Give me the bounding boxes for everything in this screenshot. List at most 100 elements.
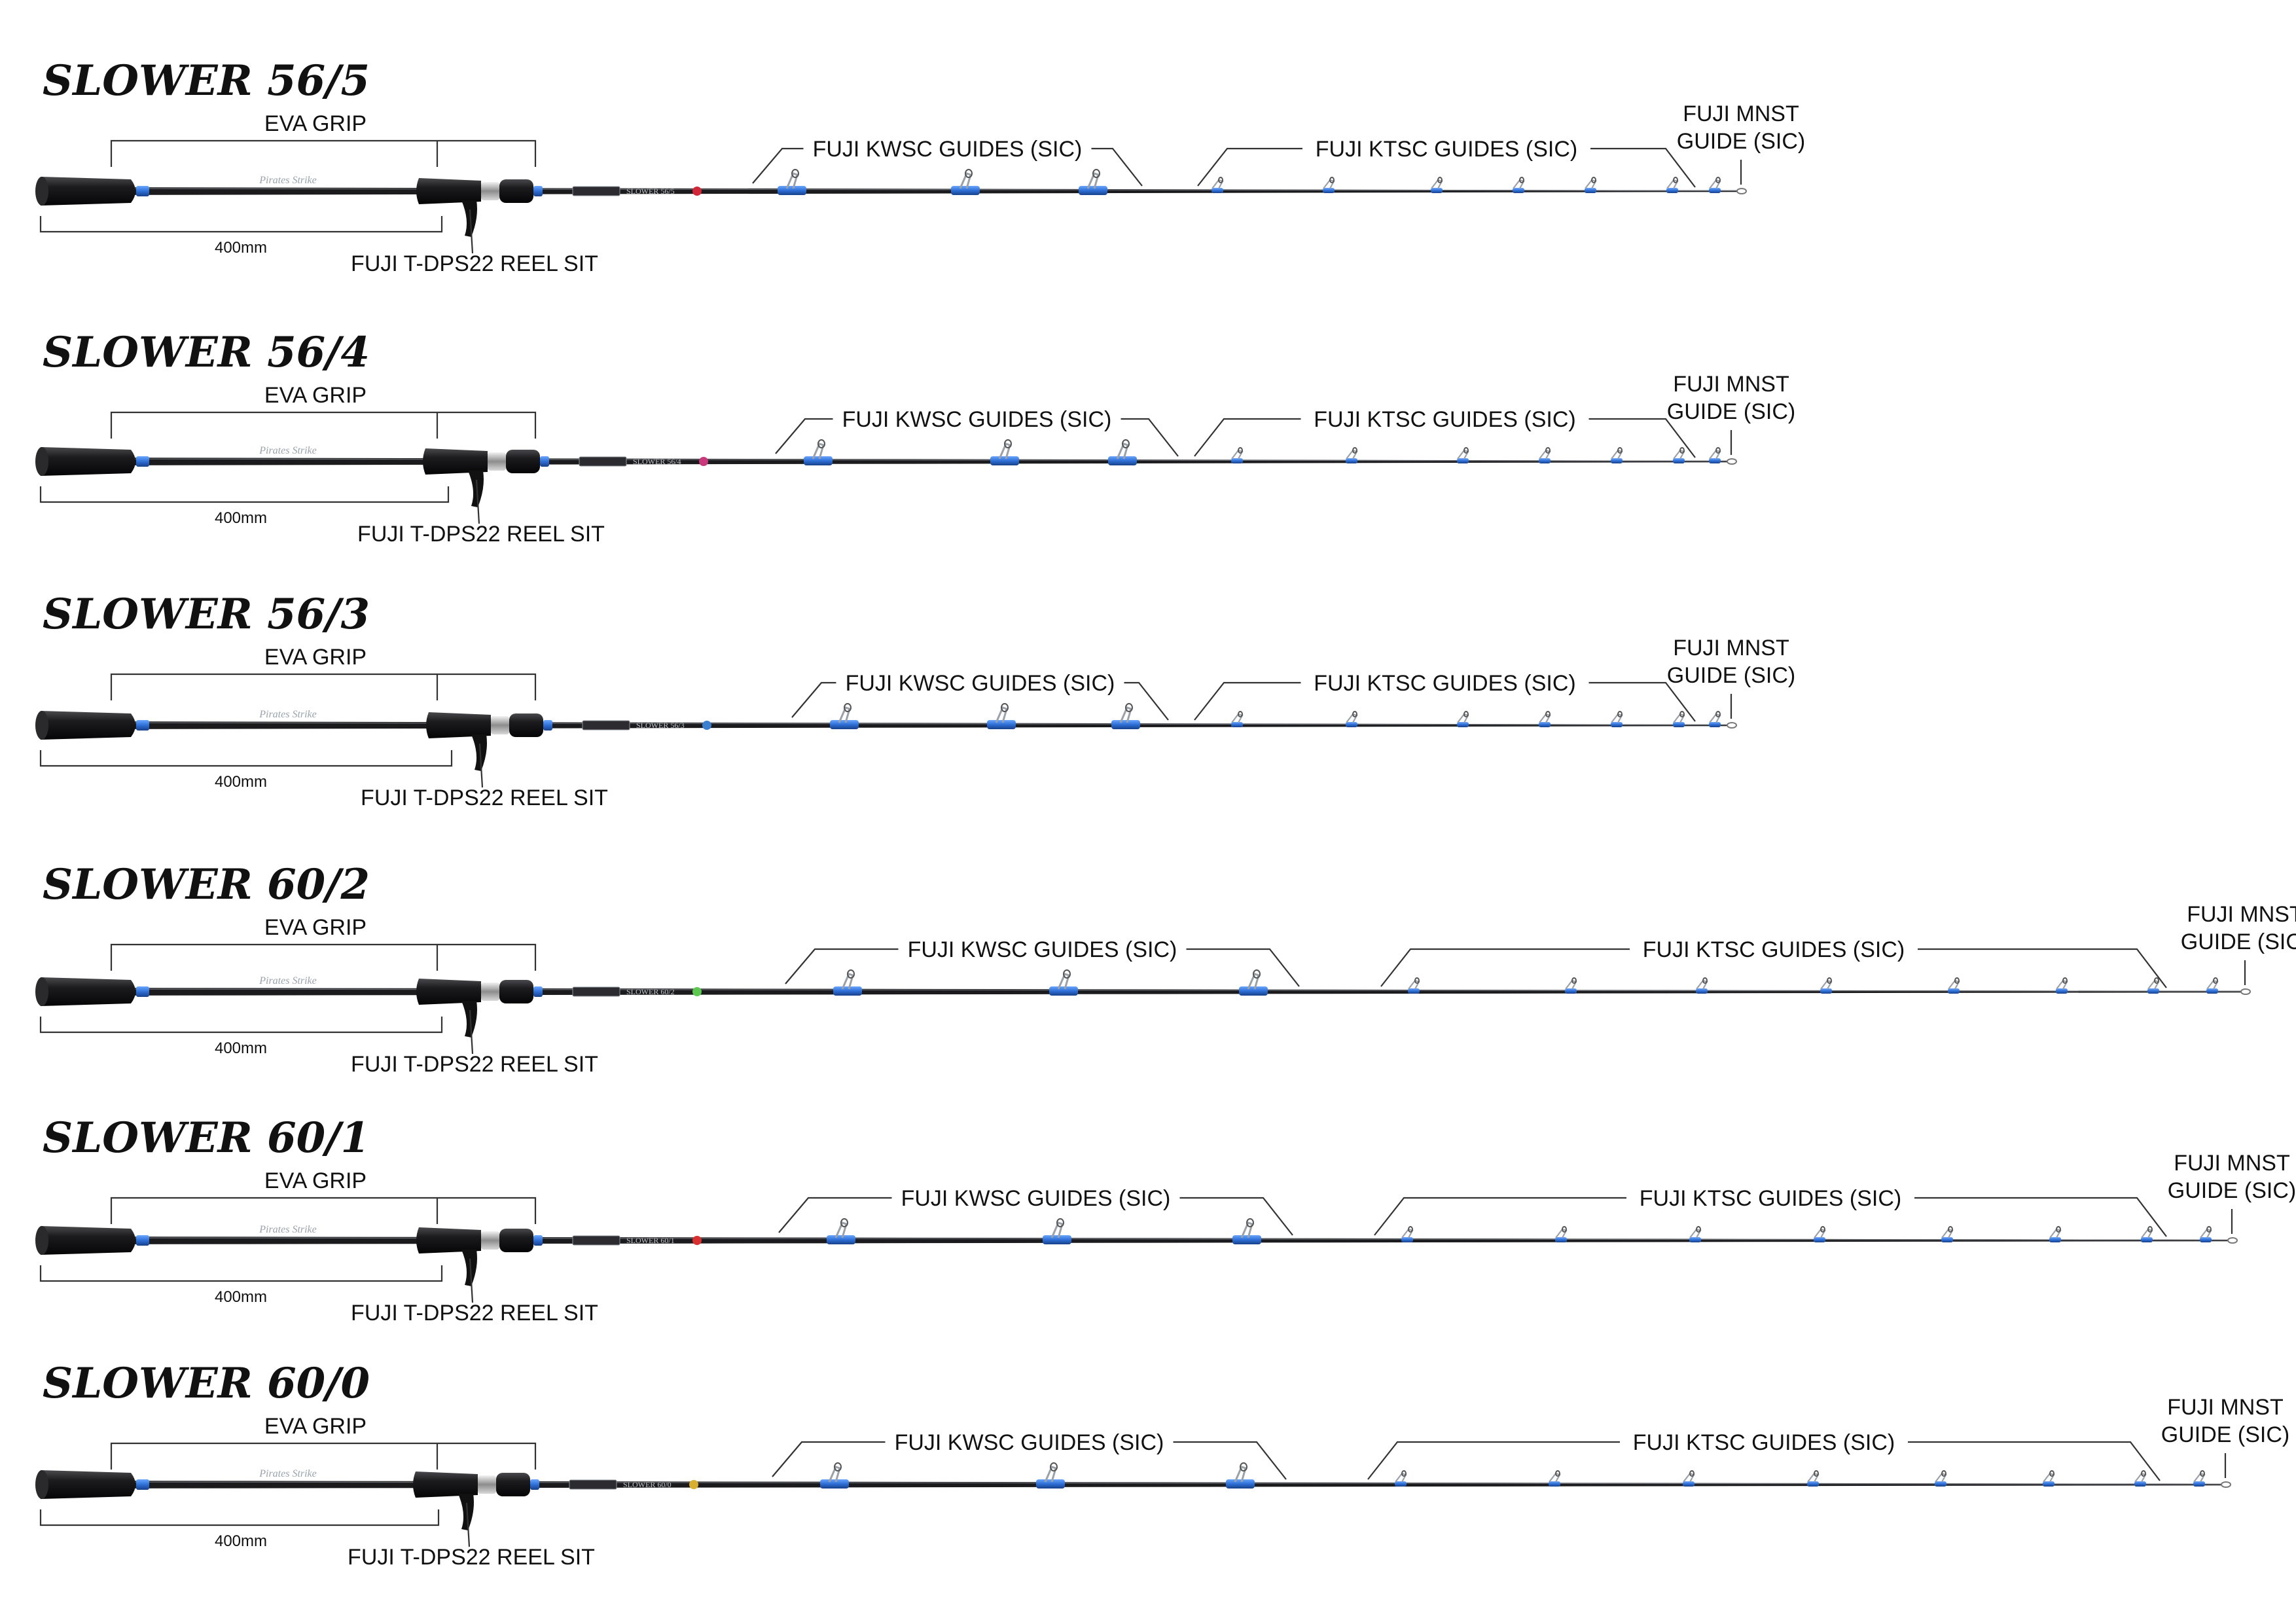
guide-thread-wrap <box>804 456 833 465</box>
guide-thread-wrap <box>1673 458 1685 463</box>
kwsc-guide <box>1057 973 1070 990</box>
fore-eva-grip <box>509 713 543 737</box>
blue-wrap <box>533 986 543 997</box>
guide-ring <box>1218 177 1223 183</box>
ktsc-guide <box>1211 179 1224 189</box>
ktsc-label: FUJI KTSC GUIDES (SIC) <box>1640 1186 1901 1211</box>
ktsc-guide <box>1814 1228 1826 1238</box>
reel-seat-trigger <box>458 1494 474 1530</box>
color-badge <box>692 987 702 996</box>
mnst-label-line2: GUIDE (SIC) <box>1667 399 1795 424</box>
guide-ring <box>1240 1462 1247 1471</box>
guide-thread-wrap <box>1709 458 1721 463</box>
reel-seat <box>416 979 481 1005</box>
rod-title: SLOWER 60/1 <box>43 1113 370 1163</box>
chrome-hood <box>488 452 506 471</box>
ktsc-guide <box>1666 179 1679 189</box>
guide-ring <box>1352 711 1357 717</box>
dimension-bracket <box>39 1017 443 1034</box>
guide-ring <box>1004 439 1012 448</box>
ktsc-label: FUJI KTSC GUIDES (SIC) <box>1633 1430 1895 1455</box>
color-badge <box>702 721 711 730</box>
guide-thread-wrap <box>987 720 1016 729</box>
butt-cap <box>35 711 48 740</box>
guide-ring <box>2147 1226 2153 1233</box>
ktsc-leader <box>1380 948 2167 988</box>
guide-thread-wrap <box>2134 1481 2146 1487</box>
guide-thread-wrap <box>1683 1481 1695 1487</box>
mnst-tip-top-guide <box>2227 1237 2238 1244</box>
kwsc-guide <box>1116 442 1129 460</box>
guide-thread-wrap <box>1689 1237 1701 1242</box>
guide-thread-wrap <box>1111 720 1140 729</box>
rear-eva-grip <box>39 447 135 476</box>
ktsc-guide <box>1948 979 1960 990</box>
guide-ring <box>1253 969 1261 979</box>
kwsc-label: FUJI KWSC GUIDES (SIC) <box>901 1186 1171 1211</box>
guide-thread-wrap <box>1673 722 1685 727</box>
fore-eva-grip <box>506 450 540 473</box>
guide-ring <box>1814 1470 1819 1477</box>
ktsc-leader <box>1367 1441 2161 1481</box>
guide-ring <box>1125 703 1133 712</box>
rod-blank <box>79 1236 2229 1244</box>
rod-blank-highlight <box>78 722 1729 725</box>
ktsc-guide <box>1689 1228 1702 1238</box>
guide-ring <box>1562 1226 1567 1233</box>
ktsc-leader <box>1197 147 1696 188</box>
guide-thread-wrap <box>833 986 862 996</box>
guide-thread-wrap <box>1814 1237 1825 1242</box>
guide-thread-wrap <box>2043 1481 2054 1487</box>
guide-ring <box>1591 177 1596 183</box>
ktsc-guide <box>1941 1228 1954 1238</box>
ktsc-label: FUJI KTSC GUIDES (SIC) <box>1314 671 1575 696</box>
guide-ring <box>1463 711 1469 717</box>
reel-seat <box>416 1227 481 1254</box>
ktsc-guide <box>1709 449 1721 460</box>
eva-grip-bracket <box>110 411 537 439</box>
guide-ring <box>1555 1470 1560 1477</box>
guide-thread-wrap <box>827 1235 855 1244</box>
guide-ring <box>1679 711 1685 717</box>
guide-thread-wrap <box>1231 722 1243 727</box>
guide-thread-wrap <box>2206 988 2218 994</box>
brand-script: Pirates Strike <box>259 975 317 986</box>
guide-ring <box>1519 177 1524 183</box>
ktsc-guide <box>2193 1472 2206 1483</box>
guide-ring <box>847 969 855 979</box>
mnst-tip-top-guide <box>1727 722 1737 729</box>
butt-cap <box>35 447 48 476</box>
ktsc-guide <box>1231 449 1244 460</box>
kwsc-guide <box>1240 1221 1253 1238</box>
eva-grip-label: EVA GRIP <box>264 111 367 136</box>
ktsc-guide <box>1231 713 1244 723</box>
butt-cap <box>35 1470 48 1499</box>
guide-ring <box>2141 1470 2146 1477</box>
reel-seat-trigger <box>468 471 484 507</box>
ktsc-guide <box>2147 979 2160 990</box>
kwsc-guide <box>785 172 798 189</box>
ktsc-guide <box>1611 449 1623 460</box>
kwsc-leader <box>785 948 1300 987</box>
color-badge <box>689 1480 698 1489</box>
guide-ring <box>1050 1462 1058 1471</box>
dimension-label: 400mm <box>215 1039 267 1057</box>
fore-eva-grip <box>499 980 533 1003</box>
dimension-bracket <box>39 750 453 767</box>
eva-grip-bracket <box>110 943 537 971</box>
kwsc-guide <box>1119 706 1132 723</box>
dimension-bracket <box>39 1509 440 1526</box>
kwsc-label: FUJI KWSC GUIDES (SIC) <box>842 407 1112 432</box>
guide-thread-wrap <box>830 720 859 729</box>
guide-thread-wrap <box>778 186 806 195</box>
kwsc-guide <box>838 706 851 723</box>
rod-blank-highlight <box>78 188 1738 191</box>
model-decal: SLOWER 56/5 <box>626 187 675 196</box>
reel-seat-leader <box>469 1258 474 1303</box>
kwsc-guide <box>998 442 1011 460</box>
kwsc-label: FUJI KWSC GUIDES (SIC) <box>908 937 1177 962</box>
rear-eva-grip <box>39 1470 135 1499</box>
guide-thread-wrap <box>1709 722 1721 727</box>
brand-logo-decal <box>569 1479 617 1490</box>
guide-thread-wrap <box>1043 1235 1071 1244</box>
